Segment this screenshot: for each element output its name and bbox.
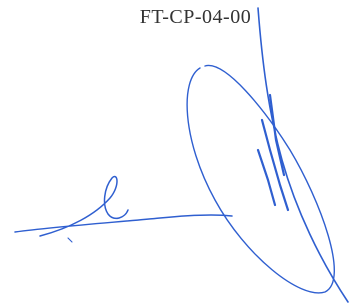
signature-stroke bbox=[15, 215, 232, 232]
signature-stroke bbox=[187, 66, 334, 293]
signature-stroke bbox=[68, 238, 72, 242]
signature bbox=[0, 0, 351, 307]
signature-stroke bbox=[258, 95, 288, 210]
page: {"header": {"code": "FT-CP-04-00"}} FT-C… bbox=[0, 0, 351, 307]
